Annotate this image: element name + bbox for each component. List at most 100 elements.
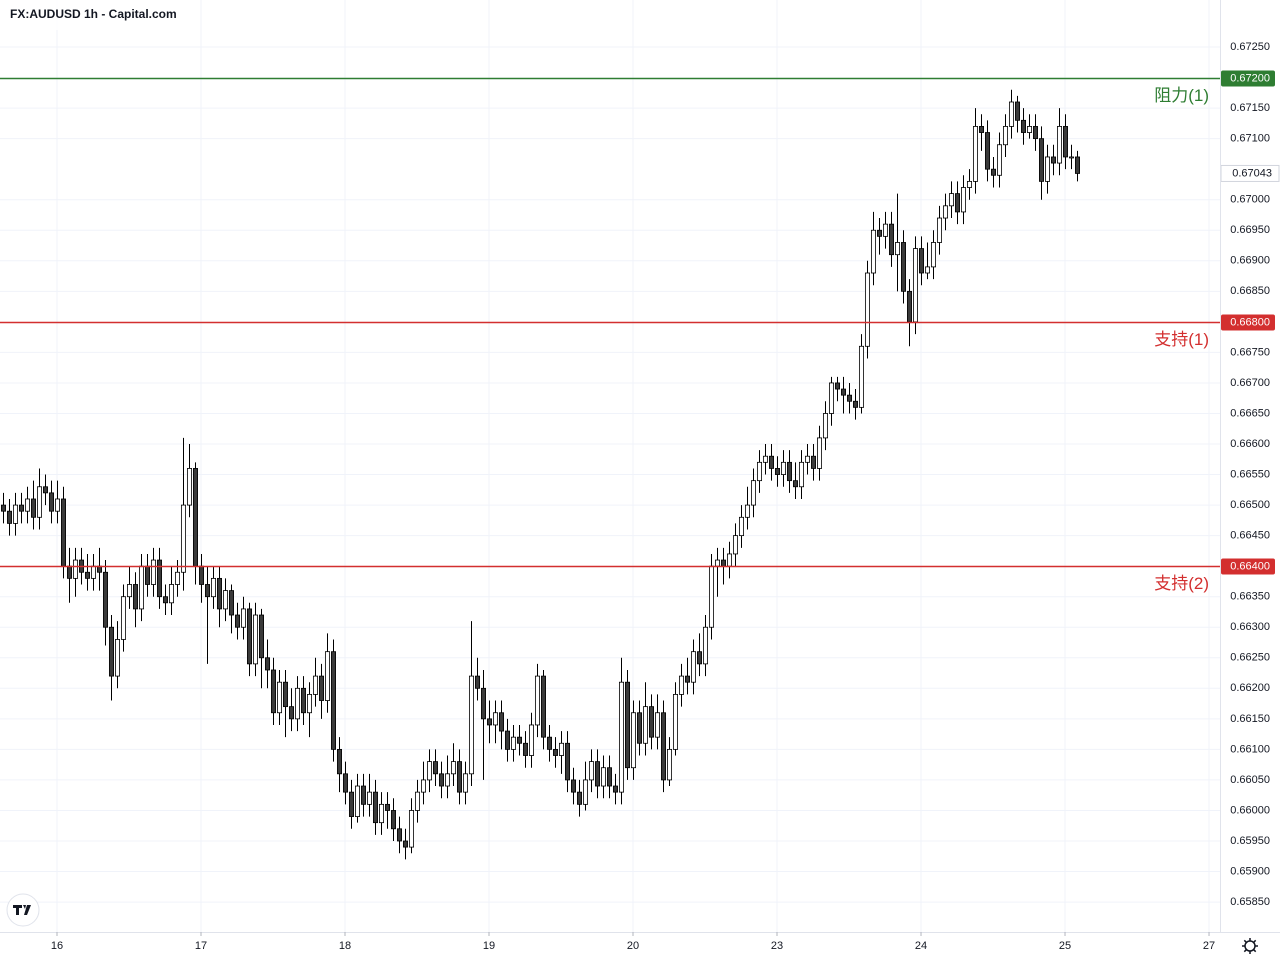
candle-body [270, 669, 277, 714]
y-tick-label: 0.67100 [1230, 133, 1270, 145]
candle-body [294, 687, 301, 720]
candle-body [54, 498, 61, 512]
candle-body [72, 559, 79, 579]
candle-body [630, 712, 637, 769]
candle-body [708, 565, 715, 628]
y-tick-label: 0.66200 [1230, 682, 1270, 694]
levels: 0.67200 阻力(1) 0.66800 支持(1) 0.66400 支持(2) 0.67… [0, 70, 1280, 593]
candle-body [282, 681, 289, 708]
settings-icon[interactable] [1242, 938, 1258, 954]
candle-body [966, 180, 973, 188]
candle-body [30, 498, 37, 518]
x-tick-label: 23 [771, 940, 783, 952]
candle-body [0, 504, 7, 512]
y-tick-label: 0.67150 [1230, 102, 1270, 114]
candle-body [336, 748, 343, 775]
y-tick-label: 0.66450 [1230, 530, 1270, 542]
candle-body [504, 730, 511, 750]
candle-body [348, 791, 355, 817]
candle-body [690, 651, 697, 683]
candle-body [468, 675, 475, 775]
grid [0, 0, 1220, 932]
candle-body [1033, 126, 1039, 140]
candle-body [480, 687, 487, 720]
candle-body [774, 468, 781, 475]
candle-body [252, 614, 259, 665]
y-tick-label: 0.66650 [1230, 407, 1270, 419]
x-tick-label: 27 [1203, 940, 1215, 952]
candle-body [354, 785, 361, 817]
candle-body [948, 193, 955, 207]
candle-body [1027, 126, 1033, 133]
candle-body [156, 559, 163, 598]
level-tag [1221, 558, 1275, 575]
candle-body [558, 742, 565, 756]
candle-body [180, 504, 187, 573]
candle-body [870, 229, 877, 274]
candle-body [438, 773, 445, 787]
candle-body [888, 223, 895, 256]
candle-body [756, 461, 763, 482]
candle-body [138, 565, 145, 610]
candle-body [174, 571, 181, 585]
x-tick-label: 20 [627, 940, 639, 952]
candle-body [150, 559, 157, 585]
logo-mark [13, 905, 31, 915]
candle-body [1069, 156, 1075, 159]
candle-body [384, 803, 391, 811]
y-tick-label: 0.66000 [1230, 804, 1270, 816]
candle-body [120, 596, 127, 640]
candle-body [702, 626, 709, 665]
tv-logo[interactable] [6, 893, 40, 927]
candle-body [246, 608, 253, 665]
x-tick-label: 25 [1059, 940, 1071, 952]
candle-body [48, 492, 55, 512]
y-tick-label: 0.65850 [1230, 896, 1270, 908]
candle-body [672, 694, 679, 750]
candle-body [582, 779, 589, 805]
candle-body [204, 584, 211, 598]
candle-body [912, 248, 919, 323]
y-tick-label: 0.66100 [1230, 743, 1270, 755]
price-tag-label: 0.67043 [1232, 167, 1272, 179]
candle-body [810, 455, 817, 469]
candle-body [552, 748, 559, 756]
candle-body [426, 761, 433, 781]
candle-body [492, 712, 499, 726]
candle-body [318, 675, 325, 701]
candle-body [498, 712, 505, 732]
candle-body [1008, 101, 1015, 127]
candle-body [762, 455, 769, 463]
y-tick-label: 0.66750 [1230, 346, 1270, 358]
candle-body [216, 577, 223, 610]
candle-body [186, 468, 193, 506]
candle-body [618, 681, 625, 793]
candle-body [1045, 156, 1051, 182]
candle-body [570, 779, 577, 793]
candle-body [1075, 156, 1081, 174]
candle-body [366, 791, 373, 805]
candle-body [540, 675, 547, 738]
level-tag-label: 0.66400 [1230, 560, 1270, 572]
level-tag-label: 0.67200 [1230, 72, 1270, 84]
x-tick-label: 17 [195, 940, 207, 952]
candle-body [432, 761, 439, 775]
candle-body [594, 761, 601, 787]
candle-body [192, 468, 199, 567]
candle-body [162, 596, 169, 604]
y-tick-label: 0.66900 [1230, 255, 1270, 267]
level-tag [1221, 314, 1275, 331]
candle-body [996, 144, 1003, 176]
candle-body [576, 791, 583, 805]
y-tick-label: 0.66950 [1230, 224, 1270, 236]
candle-body [420, 779, 427, 793]
candle-body [240, 608, 247, 628]
candle-body [1039, 138, 1045, 182]
candle-body [606, 767, 613, 787]
candle-body [528, 724, 535, 756]
candle-body [1002, 126, 1009, 146]
candle-body [12, 504, 19, 524]
candle-body [732, 535, 739, 555]
candle-body [822, 413, 829, 439]
